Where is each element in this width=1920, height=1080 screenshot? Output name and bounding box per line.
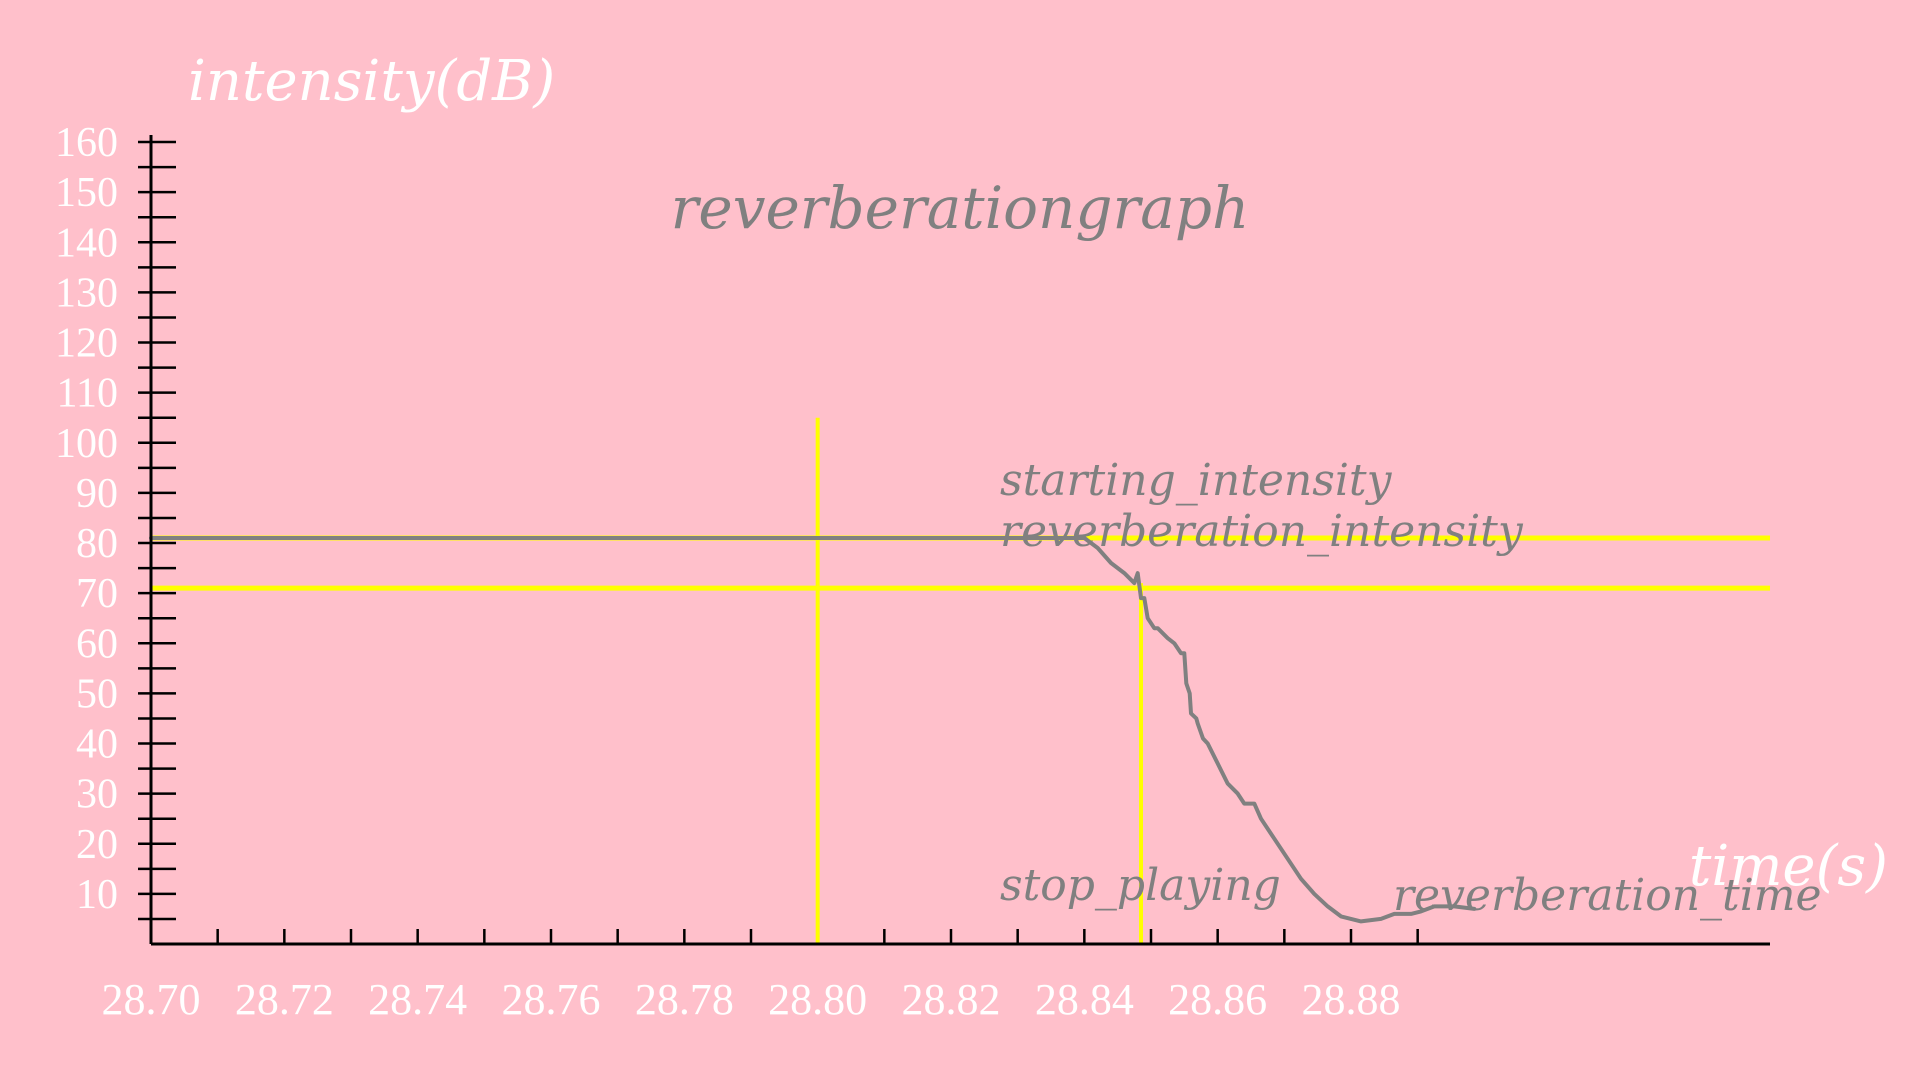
y-tick-label: 60 (76, 621, 118, 667)
y-tick-label: 120 (55, 321, 118, 367)
x-tick-label: 28.82 (902, 975, 1001, 1024)
x-tick-label: 28.70 (102, 975, 201, 1024)
reverberation-intensity-label: reverberation_intensity (1000, 506, 1524, 557)
x-tick-label: 28.74 (368, 975, 467, 1024)
x-axis-ticks: 28.70 28.72 28.74 28.76 28.78 28.80 28.82 28.84… (102, 929, 1419, 1024)
y-tick-label: 130 (55, 270, 118, 316)
y-tick-label: 160 (55, 120, 118, 166)
series-line-0 (149, 536, 1477, 924)
stop-playing-label: stop_playing (1000, 860, 1281, 911)
x-tick-label: 28.88 (1302, 975, 1401, 1024)
reverberation-time-label: reverberation_time (1393, 870, 1822, 921)
y-tick-label: 90 (76, 471, 118, 517)
reference-labels: starting_intensityreverberation_intensit… (1000, 455, 1822, 921)
x-tick-label: 28.72 (235, 975, 334, 1024)
y-tick-label: 150 (55, 170, 118, 216)
x-tick-label: 28.76 (502, 975, 601, 1024)
x-tick-label: 28.80 (768, 975, 867, 1024)
axes (149, 135, 1770, 946)
y-tick-label: 110 (57, 371, 118, 417)
starting-intensity-label: starting_intensity (1000, 455, 1393, 506)
y-tick-label: 140 (55, 220, 118, 266)
x-tick-label: 28.78 (635, 975, 734, 1024)
x-tick-label: 28.84 (1035, 975, 1134, 1024)
x-axis-label: time(s) (1689, 834, 1888, 899)
y-tick-label: 20 (76, 822, 118, 868)
y-tick-label: 100 (55, 421, 118, 467)
y-tick-label: 70 (76, 571, 118, 617)
y-tick-label: 80 (76, 521, 118, 567)
data-series (149, 536, 1477, 924)
y-tick-label: 10 (76, 872, 118, 918)
y-axis-label: intensity(dB) (188, 49, 555, 114)
chart-title: reverberationgraph (671, 174, 1250, 242)
y-tick-label: 30 (76, 772, 118, 818)
y-tick-label: 50 (76, 671, 118, 717)
x-tick-label: 28.86 (1168, 975, 1267, 1024)
y-tick-label: 40 (76, 722, 118, 768)
